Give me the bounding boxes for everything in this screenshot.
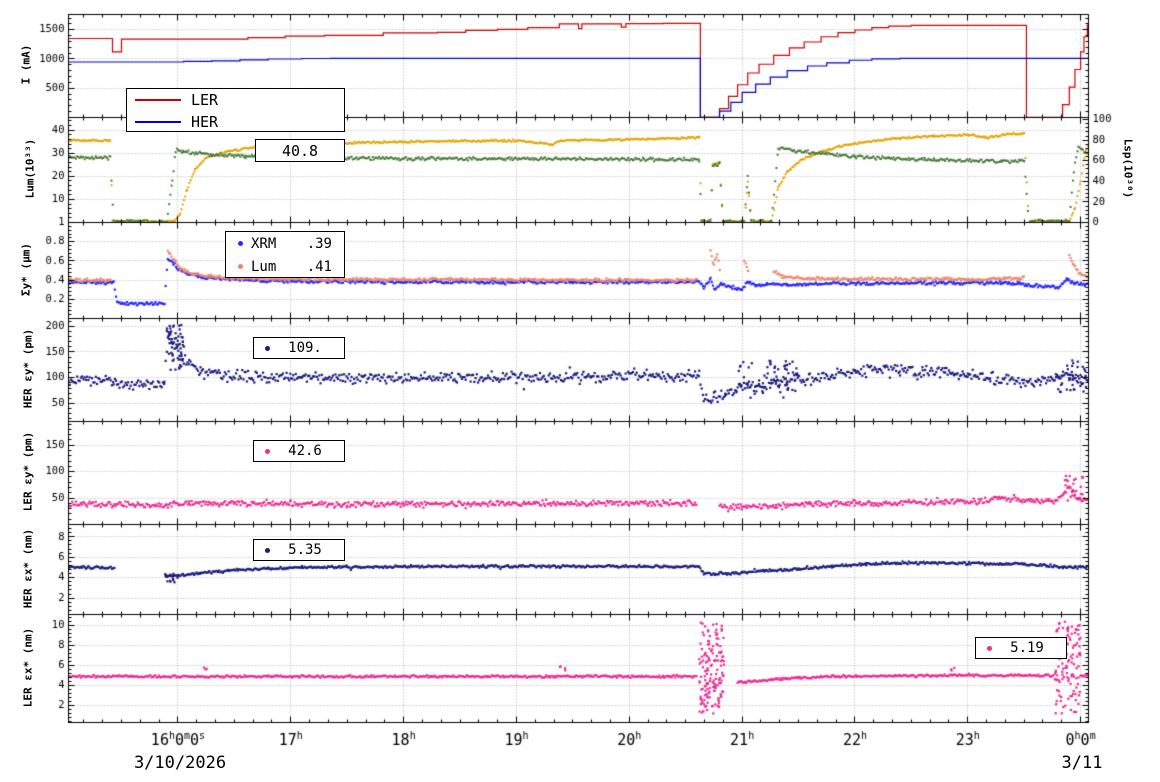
beam-monitor-figure: I (mA) Lum(10³³) Lsp(10³⁰) Σy* (μm) HER … [0, 0, 1160, 782]
chart-canvas [0, 0, 1160, 782]
